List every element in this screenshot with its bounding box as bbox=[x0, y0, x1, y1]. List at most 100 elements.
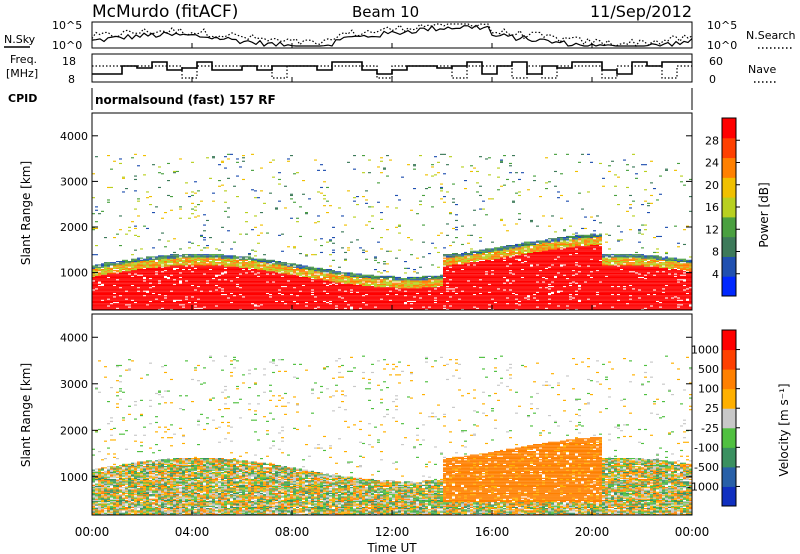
heatmap-cell bbox=[110, 283, 113, 285]
heatmap-cell bbox=[269, 262, 272, 264]
heatmap-cell bbox=[344, 274, 347, 276]
heatmap-cell bbox=[263, 276, 266, 279]
heatmap-cell bbox=[248, 298, 251, 300]
heatmap-cell bbox=[287, 269, 290, 271]
heatmap-cell bbox=[242, 304, 245, 306]
heatmap-cell bbox=[218, 302, 221, 304]
heatmap-cell bbox=[350, 298, 353, 300]
heatmap-cell bbox=[227, 264, 230, 266]
heatmap-cell bbox=[437, 294, 440, 296]
heatmap-cell bbox=[452, 183, 455, 185]
heatmap-cell bbox=[137, 269, 140, 271]
heatmap-cell bbox=[224, 308, 227, 311]
heatmap-cell bbox=[335, 275, 338, 277]
heatmap-cell bbox=[335, 289, 338, 291]
heatmap-cell bbox=[281, 290, 284, 292]
heatmap-cell bbox=[164, 294, 167, 296]
heatmap-cell bbox=[176, 294, 179, 296]
heatmap-cell bbox=[293, 304, 296, 306]
heatmap-cell bbox=[413, 284, 416, 287]
heatmap-cell bbox=[392, 295, 395, 297]
heatmap-cell bbox=[440, 276, 443, 279]
heatmap-cell bbox=[410, 276, 413, 279]
heatmap-cell bbox=[209, 255, 212, 257]
heatmap-cell bbox=[293, 281, 296, 283]
heatmap-cell bbox=[173, 266, 176, 268]
heatmap-cell bbox=[374, 282, 377, 284]
heatmap-cell bbox=[275, 289, 278, 291]
heatmap-cell bbox=[368, 304, 371, 306]
heatmap-cell bbox=[452, 307, 455, 309]
heatmap-cell bbox=[167, 294, 170, 296]
heatmap-cell bbox=[131, 266, 134, 268]
heatmap-cell bbox=[179, 300, 182, 303]
heatmap-cell bbox=[149, 308, 152, 311]
heatmap-cell bbox=[167, 299, 170, 301]
heatmap-cell bbox=[122, 287, 125, 289]
heatmap-cell bbox=[407, 297, 410, 299]
heatmap-cell bbox=[158, 257, 161, 259]
heatmap-cell bbox=[101, 280, 104, 282]
heatmap-cell bbox=[299, 304, 302, 306]
heatmap-cell bbox=[437, 303, 440, 305]
heatmap-cell bbox=[416, 298, 419, 300]
heatmap-cell bbox=[212, 157, 215, 159]
heatmap-cell bbox=[287, 270, 290, 272]
heatmap-cell bbox=[203, 305, 206, 307]
heatmap-cell bbox=[383, 282, 386, 284]
heatmap-cell bbox=[299, 282, 302, 284]
heatmap-cell bbox=[260, 272, 263, 274]
heatmap-cell bbox=[176, 276, 179, 279]
heatmap-cell bbox=[176, 259, 179, 261]
heatmap-cell bbox=[257, 269, 260, 271]
heatmap-cell bbox=[188, 273, 191, 275]
heatmap-cell bbox=[356, 296, 359, 298]
heatmap-cell bbox=[233, 294, 236, 296]
heatmap-cell bbox=[194, 271, 197, 273]
heatmap-cell bbox=[134, 284, 137, 287]
heatmap-cell bbox=[320, 291, 323, 293]
heatmap-cell bbox=[281, 298, 284, 300]
heatmap-cell bbox=[443, 271, 446, 273]
heatmap-cell bbox=[248, 263, 251, 265]
heatmap-cell bbox=[176, 262, 179, 264]
heatmap-cell bbox=[224, 274, 227, 276]
heatmap-cell bbox=[254, 288, 257, 290]
heatmap-cell bbox=[122, 294, 125, 296]
heatmap-cell bbox=[431, 302, 434, 304]
heatmap-cell bbox=[125, 261, 128, 263]
heatmap-cell bbox=[332, 295, 335, 297]
heatmap-cell bbox=[218, 180, 221, 182]
heatmap-cell bbox=[188, 271, 191, 273]
heatmap-cell bbox=[95, 299, 98, 301]
heatmap-cell bbox=[449, 274, 452, 276]
heatmap-cell bbox=[398, 282, 401, 284]
heatmap-cell bbox=[434, 295, 437, 297]
heatmap-cell bbox=[104, 280, 107, 282]
heatmap-cell bbox=[242, 275, 245, 277]
heatmap-cell bbox=[194, 276, 197, 279]
heatmap-cell bbox=[113, 294, 116, 296]
heatmap-cell bbox=[101, 270, 104, 272]
heatmap-cell bbox=[347, 297, 350, 299]
heatmap-cell bbox=[362, 286, 365, 288]
heatmap-cell bbox=[452, 227, 455, 230]
heatmap-cell bbox=[356, 305, 359, 307]
heatmap-cell bbox=[113, 288, 116, 290]
heatmap-cell bbox=[134, 298, 137, 300]
heatmap-cell bbox=[335, 308, 338, 311]
heatmap-cell bbox=[419, 296, 422, 298]
heatmap-cell bbox=[122, 272, 125, 274]
heatmap-cell bbox=[266, 304, 269, 306]
heatmap-cell bbox=[365, 287, 368, 289]
heatmap-cell bbox=[443, 296, 446, 298]
heatmap-cell bbox=[167, 282, 170, 284]
heatmap-cell bbox=[377, 287, 380, 289]
heatmap-cell bbox=[116, 290, 119, 292]
heatmap-cell bbox=[341, 287, 344, 289]
heatmap-cell bbox=[410, 282, 413, 284]
heatmap-cell bbox=[188, 265, 191, 267]
heatmap-cell bbox=[188, 270, 191, 272]
heatmap-cell bbox=[296, 269, 299, 271]
heatmap-cell bbox=[431, 288, 434, 290]
